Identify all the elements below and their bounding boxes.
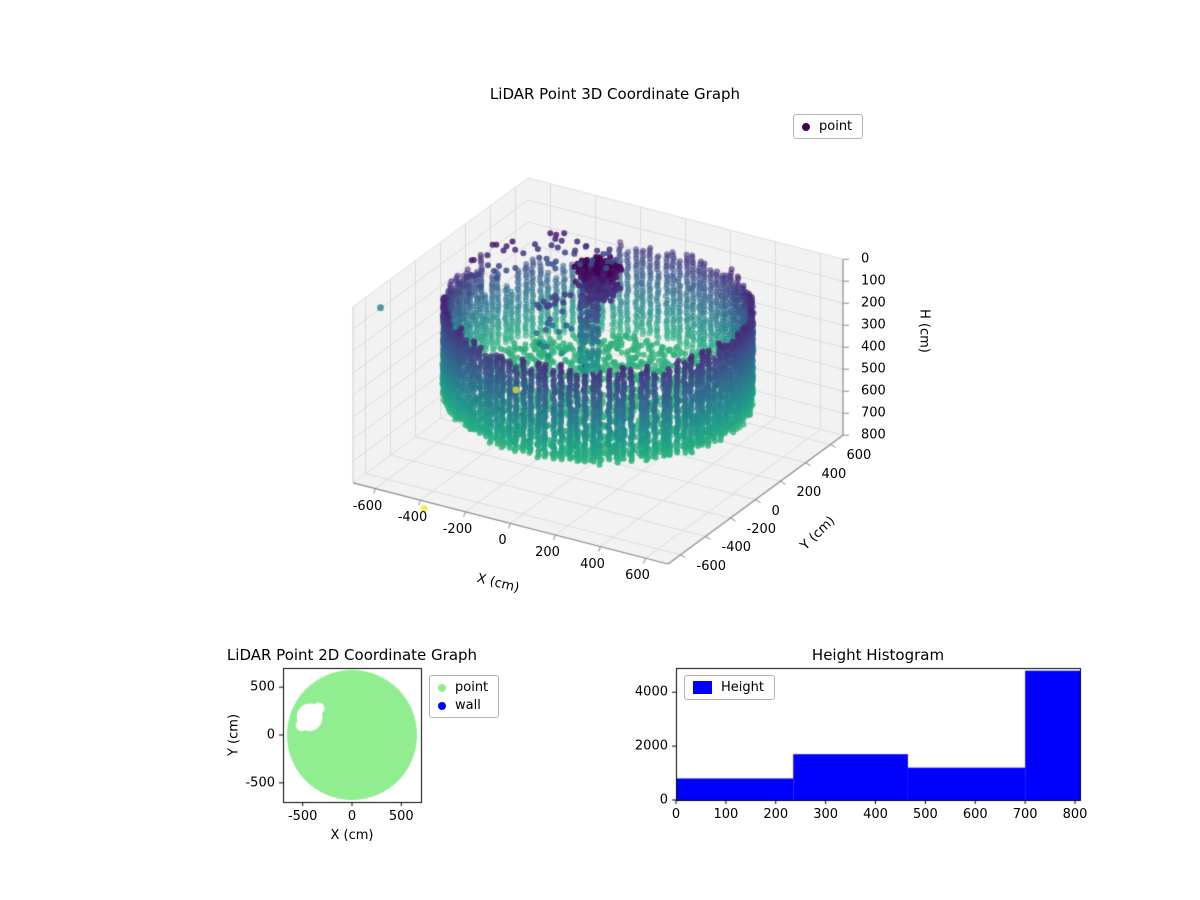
x-tick-label-3d: -400 [397,510,428,526]
z-tick-label-3d: 700 [861,405,886,421]
legend-label-point: point [819,119,853,134]
y-tick-label-3d: 0 [771,503,780,519]
y-tick-label-2d: 500 [250,679,275,695]
y-tick-label-3d: 400 [821,466,847,482]
y-tick-label-hist: 0 [659,792,668,808]
x-tick-label-hist: 700 [1012,807,1038,822]
plot2d-yaxis-label: Y (cm) [226,713,242,757]
y-tick-label-3d: 200 [796,485,822,501]
x-tick-label-3d: -200 [442,521,473,537]
legend-label-point: point [455,680,489,695]
x-tick-label-3d: -600 [352,498,383,514]
x-tick-label-3d: 600 [625,568,650,584]
wall-marker-icon [438,701,446,710]
legend-row-point: point [802,119,852,134]
x-tick-label-2d: 500 [388,809,414,824]
z-tick-label-3d: 400 [861,339,886,355]
z-tick-label-3d: 100 [861,273,886,289]
legend-row-height: Height [693,680,764,695]
plot3d-zaxis-label: H (cm) [916,309,932,353]
point-marker-icon [802,122,810,131]
x-tick-label-3d: 0 [498,533,507,549]
y-tick-label-3d: 600 [846,448,872,464]
plot3d-legend: point [793,114,864,139]
y-tick-label-3d: -600 [696,558,727,574]
plot2d-title: LiDAR Point 2D Coordinate Graph [226,646,478,664]
x-tick-label-hist: 600 [962,807,988,822]
plot3d-title: LiDAR Point 3D Coordinate Graph [489,85,741,103]
y-tick-label-2d: 0 [266,727,275,743]
plot2d-legend: point wall [429,675,500,718]
legend-label-height: Height [721,680,764,695]
x-tick-label-hist: 200 [763,807,789,822]
histogram-title: Height Histogram [811,646,945,664]
x-tick-label-hist: 300 [813,807,839,822]
x-tick-label-hist: 0 [671,807,681,822]
x-tick-label-hist: 500 [912,807,938,822]
x-tick-label-2d: -500 [287,809,318,824]
z-tick-label-3d: 200 [861,295,886,311]
y-tick-label-hist: 2000 [634,738,668,754]
legend-row-point: point [438,680,488,695]
z-tick-label-3d: 300 [861,317,886,333]
z-tick-label-3d: 0 [861,251,870,267]
histogram-legend: Height [684,675,775,700]
x-tick-label-3d: 400 [580,556,605,572]
x-tick-label-3d: 200 [535,545,560,560]
x-tick-label-hist: 400 [863,807,888,822]
z-tick-label-3d: 600 [861,383,886,399]
z-tick-label-3d: 800 [861,427,886,443]
y-tick-label-3d: -400 [721,540,752,556]
height-marker-icon [693,681,712,694]
y-tick-label-3d: -200 [746,522,777,537]
point-marker-icon [438,683,446,692]
x-tick-label-hist: 100 [713,807,739,822]
legend-label-wall: wall [455,698,481,713]
z-tick-label-3d: 500 [861,361,886,377]
plot2d-xaxis-label: X (cm) [330,828,374,843]
x-tick-label-hist: 800 [1062,807,1088,822]
x-tick-label-2d: 0 [347,809,357,824]
legend-row-wall: wall [438,698,488,713]
y-tick-label-2d: -500 [245,775,275,791]
y-tick-label-hist: 4000 [634,684,668,700]
